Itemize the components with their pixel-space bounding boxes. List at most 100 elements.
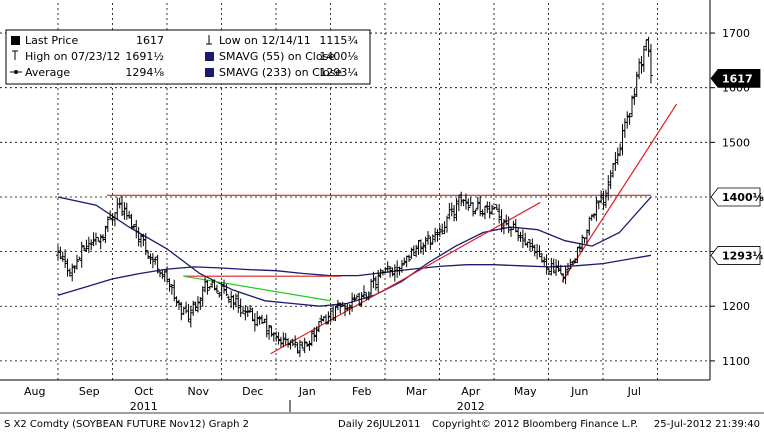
trendline bbox=[270, 201, 541, 355]
price-bar bbox=[58, 246, 63, 260]
price-bar bbox=[331, 304, 336, 321]
price-bar bbox=[430, 234, 435, 245]
price-series bbox=[56, 36, 653, 358]
price-bar bbox=[525, 241, 530, 248]
price-bar bbox=[608, 170, 613, 190]
price-bar bbox=[373, 276, 378, 291]
legend-label: High on 07/23/12 bbox=[25, 50, 120, 63]
price-bar bbox=[411, 245, 416, 256]
legend-label: SMAVG (55) on Close bbox=[219, 50, 335, 63]
price-bar bbox=[570, 260, 575, 266]
price-bar bbox=[648, 43, 653, 84]
price-bar bbox=[165, 266, 170, 283]
price-bar bbox=[297, 339, 302, 358]
price-bar bbox=[407, 254, 412, 262]
price-bar bbox=[544, 254, 549, 275]
average-marker-icon bbox=[10, 70, 22, 74]
x-tick-label: Dec bbox=[242, 385, 263, 398]
price-bar bbox=[613, 152, 618, 171]
price-bar bbox=[143, 233, 148, 256]
price-bar bbox=[191, 300, 196, 316]
price-bar bbox=[388, 266, 393, 278]
price-bar bbox=[338, 302, 343, 314]
price-bar bbox=[428, 236, 433, 250]
price-bar bbox=[494, 204, 499, 211]
price-bar bbox=[98, 234, 103, 250]
price-bar bbox=[236, 291, 241, 313]
price-bar bbox=[79, 241, 84, 268]
price-bar bbox=[437, 224, 442, 238]
price-bar bbox=[324, 314, 329, 325]
price-bar bbox=[302, 337, 307, 354]
price-bar bbox=[245, 306, 250, 317]
price-bar bbox=[224, 283, 229, 296]
x-tick-label: Oct bbox=[134, 385, 154, 398]
price-bar bbox=[146, 250, 151, 259]
price-bar bbox=[523, 232, 528, 246]
price-bar bbox=[513, 218, 518, 233]
price-bar bbox=[243, 305, 248, 321]
price-bar bbox=[169, 284, 174, 295]
price-bar bbox=[129, 213, 134, 230]
price-bar bbox=[210, 280, 215, 288]
price-bar bbox=[501, 219, 506, 235]
price-bar bbox=[518, 231, 523, 242]
x-tick-label: Mar bbox=[406, 385, 427, 398]
price-bar bbox=[63, 249, 68, 268]
x-tick-label: Jun bbox=[570, 385, 588, 398]
price-bar bbox=[463, 193, 468, 210]
price-bar bbox=[174, 296, 179, 307]
price-label: 1617 bbox=[710, 69, 761, 88]
price-bar bbox=[359, 291, 364, 307]
price-bar bbox=[72, 265, 77, 273]
price-bar bbox=[198, 297, 203, 311]
price-bar bbox=[520, 229, 525, 248]
price-bar bbox=[594, 196, 599, 222]
price-bar bbox=[563, 265, 568, 285]
price-bar bbox=[150, 253, 155, 269]
price-bar bbox=[231, 294, 236, 310]
navy-square-icon bbox=[205, 68, 214, 77]
price-bar bbox=[433, 227, 438, 243]
price-bar bbox=[629, 95, 634, 118]
price-label-text: 1400¹⁄₈ bbox=[722, 191, 764, 204]
y-tick-label: 1500 bbox=[722, 136, 750, 149]
x-tick-label: Aug bbox=[24, 385, 45, 398]
price-bar bbox=[641, 45, 646, 73]
price-bar bbox=[67, 268, 72, 277]
price-bar bbox=[326, 311, 331, 325]
price-bar bbox=[361, 285, 366, 299]
price-bar bbox=[288, 340, 293, 350]
price-bar bbox=[139, 234, 144, 248]
price-bar bbox=[101, 234, 106, 242]
price-bar bbox=[233, 293, 238, 308]
price-bar bbox=[148, 253, 153, 265]
legend-label: Last Price bbox=[25, 34, 78, 47]
price-bar bbox=[314, 326, 319, 342]
legend-value: 1691½ bbox=[125, 50, 164, 63]
price-bar bbox=[155, 254, 160, 274]
price-bar bbox=[395, 260, 400, 278]
legend-value: 1294¹⁄₈ bbox=[125, 66, 164, 79]
price-bar bbox=[82, 245, 87, 252]
high-marker-icon bbox=[12, 50, 18, 60]
price-bar bbox=[478, 195, 483, 217]
legend-value: 1400¹⁄₈ bbox=[319, 50, 358, 63]
price-bar bbox=[309, 330, 314, 347]
price-bar bbox=[414, 244, 419, 258]
price-bar bbox=[60, 251, 65, 262]
price-bar bbox=[539, 252, 544, 263]
price-bar bbox=[281, 332, 286, 348]
price-bar bbox=[444, 216, 449, 233]
price-bar bbox=[573, 257, 578, 264]
price-bar bbox=[255, 311, 260, 327]
price-label-text: 1617 bbox=[722, 72, 753, 85]
price-bar bbox=[627, 113, 632, 125]
y-tick-label: 1700 bbox=[722, 27, 750, 40]
price-bar bbox=[340, 301, 345, 307]
price-bar bbox=[328, 309, 333, 323]
price-bar bbox=[295, 342, 300, 354]
price-bar bbox=[452, 205, 457, 222]
price-bar bbox=[397, 266, 402, 276]
legend-value: 1293¼ bbox=[319, 66, 358, 79]
